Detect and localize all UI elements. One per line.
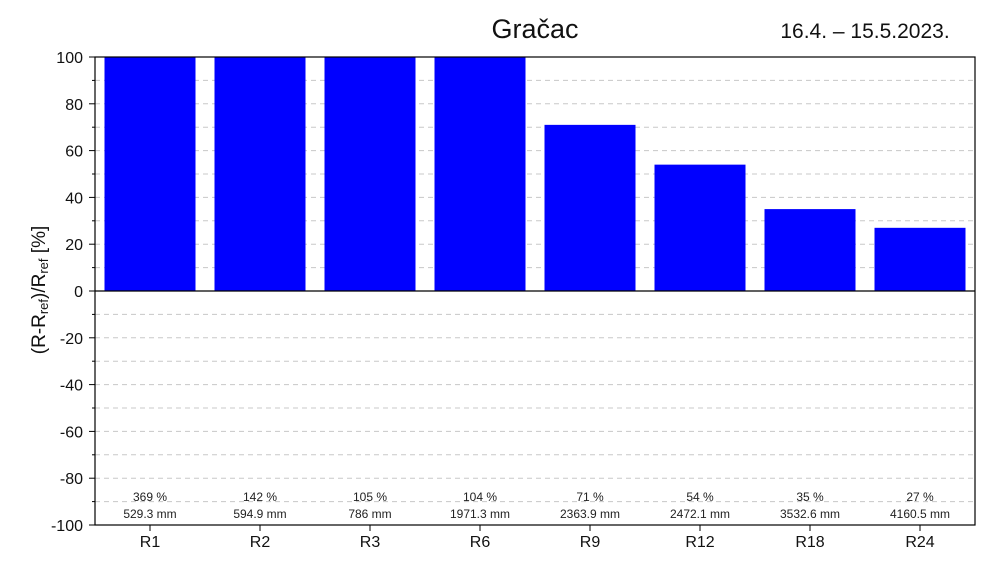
x-tick-label: R2 <box>250 534 271 551</box>
bar-amount-label: 529.3 mm <box>123 507 176 521</box>
y-tick-label: 80 <box>65 97 83 114</box>
y-tick-label: 40 <box>65 190 83 207</box>
x-tick-label: R1 <box>140 534 161 551</box>
y-tick-label: -100 <box>51 518 83 535</box>
y-axis-ticks: 100 80 60 40 20 0 -20 -40 -60 -80 -100 <box>51 50 95 535</box>
bar <box>544 124 636 291</box>
y-tick-label: 60 <box>65 144 83 161</box>
bar-amount-label: 3532.6 mm <box>780 507 840 521</box>
bar-percent-label: 54 % <box>686 490 714 504</box>
bar-percent-label: 35 % <box>796 490 824 504</box>
x-tick-label: R6 <box>470 534 491 551</box>
y-tick-label: -60 <box>60 424 83 441</box>
x-tick-label: R9 <box>580 534 601 551</box>
x-axis-ticks: R1 R2 R3 R6 R9 R12 R18 R24 <box>140 525 935 551</box>
bar <box>104 57 196 291</box>
x-tick-label: R24 <box>905 534 934 551</box>
y-tick-label: 100 <box>56 50 83 67</box>
bar-percent-label: 105 % <box>353 490 387 504</box>
bar-amount-label: 1971.3 mm <box>450 507 510 521</box>
bar <box>874 227 966 291</box>
bar <box>324 57 416 291</box>
bar-percent-label: 142 % <box>243 490 277 504</box>
bars <box>104 57 966 291</box>
x-tick-label: R12 <box>685 534 714 551</box>
x-tick-label: R18 <box>795 534 824 551</box>
y-tick-label: -40 <box>60 378 83 395</box>
bar <box>654 164 746 291</box>
x-tick-label: R3 <box>360 534 381 551</box>
bar <box>764 209 856 291</box>
bar <box>434 57 526 291</box>
chart-title: Gračac <box>491 14 579 44</box>
bar-percent-label: 104 % <box>463 490 497 504</box>
bar-percent-label: 27 % <box>906 490 934 504</box>
y-tick-label: -80 <box>60 471 83 488</box>
date-range: 16.4. – 15.5.2023. <box>780 20 950 43</box>
bar-amount-label: 594.9 mm <box>233 507 286 521</box>
bar-annotations: 369 % 529.3 mm 142 % 594.9 mm 105 % 786 mm 104… <box>123 490 950 521</box>
bar-amount-label: 786 mm <box>348 507 391 521</box>
bar-percent-label: 71 % <box>576 490 604 504</box>
bar-percent-label: 369 % <box>133 490 167 504</box>
bar-amount-label: 2363.9 mm <box>560 507 620 521</box>
bar-amount-label: 4160.5 mm <box>890 507 950 521</box>
y-tick-label: -20 <box>60 331 83 348</box>
y-tick-label: 20 <box>65 237 83 254</box>
y-tick-label: 0 <box>74 284 83 301</box>
bar <box>214 57 306 291</box>
bar-amount-label: 2472.1 mm <box>670 507 730 521</box>
